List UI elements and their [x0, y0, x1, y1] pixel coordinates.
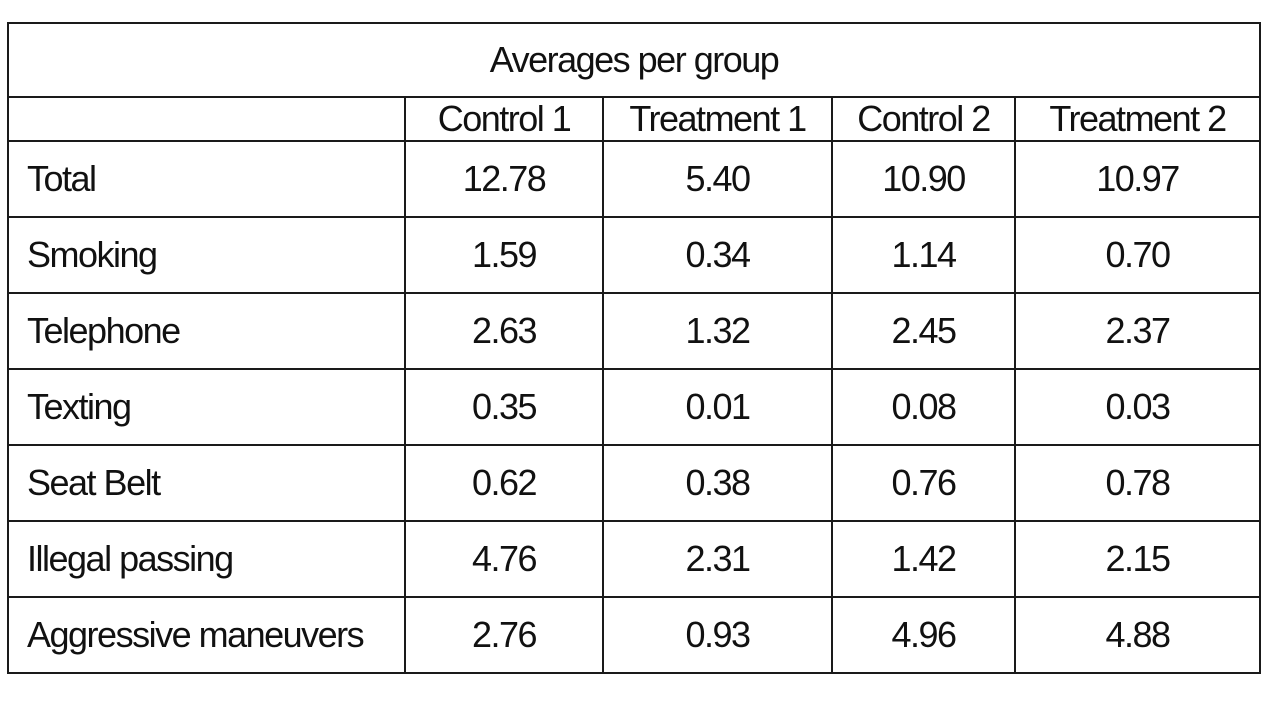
table-title: Averages per group: [7, 22, 1261, 98]
table-cell-value: 0.76: [831, 444, 1016, 522]
column-header: Treatment 2: [1014, 96, 1261, 142]
table-cell-value: 0.62: [404, 444, 604, 522]
table-cell-value: 5.40: [602, 140, 833, 218]
table-cell-value: 4.96: [831, 596, 1016, 674]
table-row: Seat Belt 0.62 0.38 0.76 0.78: [7, 444, 1261, 522]
column-header: Control 1: [404, 96, 604, 142]
row-label: Texting: [7, 368, 406, 446]
table-cell-value: 0.01: [602, 368, 833, 446]
table-cell-value: 10.97: [1014, 140, 1261, 218]
table-cell-value: 4.88: [1014, 596, 1261, 674]
row-label-header: [7, 96, 406, 142]
table-row: Smoking 1.59 0.34 1.14 0.70: [7, 216, 1261, 294]
table-cell-value: 0.08: [831, 368, 1016, 446]
table-row: Telephone 2.63 1.32 2.45 2.37: [7, 292, 1261, 370]
row-label: Telephone: [7, 292, 406, 370]
row-label: Smoking: [7, 216, 406, 294]
table-cell-value: 2.76: [404, 596, 604, 674]
table-cell-value: 2.45: [831, 292, 1016, 370]
table-cell-value: 2.63: [404, 292, 604, 370]
table-cell-value: 0.34: [602, 216, 833, 294]
row-label: Total: [7, 140, 406, 218]
table-row: Texting 0.35 0.01 0.08 0.03: [7, 368, 1261, 446]
title-row: Averages per group: [7, 22, 1261, 98]
table-cell-value: 0.38: [602, 444, 833, 522]
table-cell-value: 4.76: [404, 520, 604, 598]
table-row: Total 12.78 5.40 10.90 10.97: [7, 140, 1261, 218]
row-label: Aggressive maneuvers: [7, 596, 406, 674]
table-cell-value: 0.78: [1014, 444, 1261, 522]
table-cell-value: 1.59: [404, 216, 604, 294]
column-header: Control 2: [831, 96, 1016, 142]
table-cell-value: 1.42: [831, 520, 1016, 598]
table-row: Illegal passing 4.76 2.31 1.42 2.15: [7, 520, 1261, 598]
row-label: Seat Belt: [7, 444, 406, 522]
table-cell-value: 2.31: [602, 520, 833, 598]
row-label: Illegal passing: [7, 520, 406, 598]
table-cell-value: 10.90: [831, 140, 1016, 218]
table-row: Aggressive maneuvers 2.76 0.93 4.96 4.88: [7, 596, 1261, 674]
table-cell-value: 2.37: [1014, 292, 1261, 370]
table-cell-value: 1.32: [602, 292, 833, 370]
table-cell-value: 0.35: [404, 368, 604, 446]
table-cell-value: 0.03: [1014, 368, 1261, 446]
table-cell-value: 0.70: [1014, 216, 1261, 294]
table-cell-value: 1.14: [831, 216, 1016, 294]
table-cell-value: 2.15: [1014, 520, 1261, 598]
column-header-row: Control 1 Treatment 1 Control 2 Treatment 2: [7, 96, 1261, 142]
table-cell-value: 0.93: [602, 596, 833, 674]
table-cell-value: 12.78: [404, 140, 604, 218]
column-header: Treatment 1: [602, 96, 833, 142]
table-body: Total 12.78 5.40 10.90 10.97 Smoking 1.59 0.34 1…: [7, 140, 1261, 674]
